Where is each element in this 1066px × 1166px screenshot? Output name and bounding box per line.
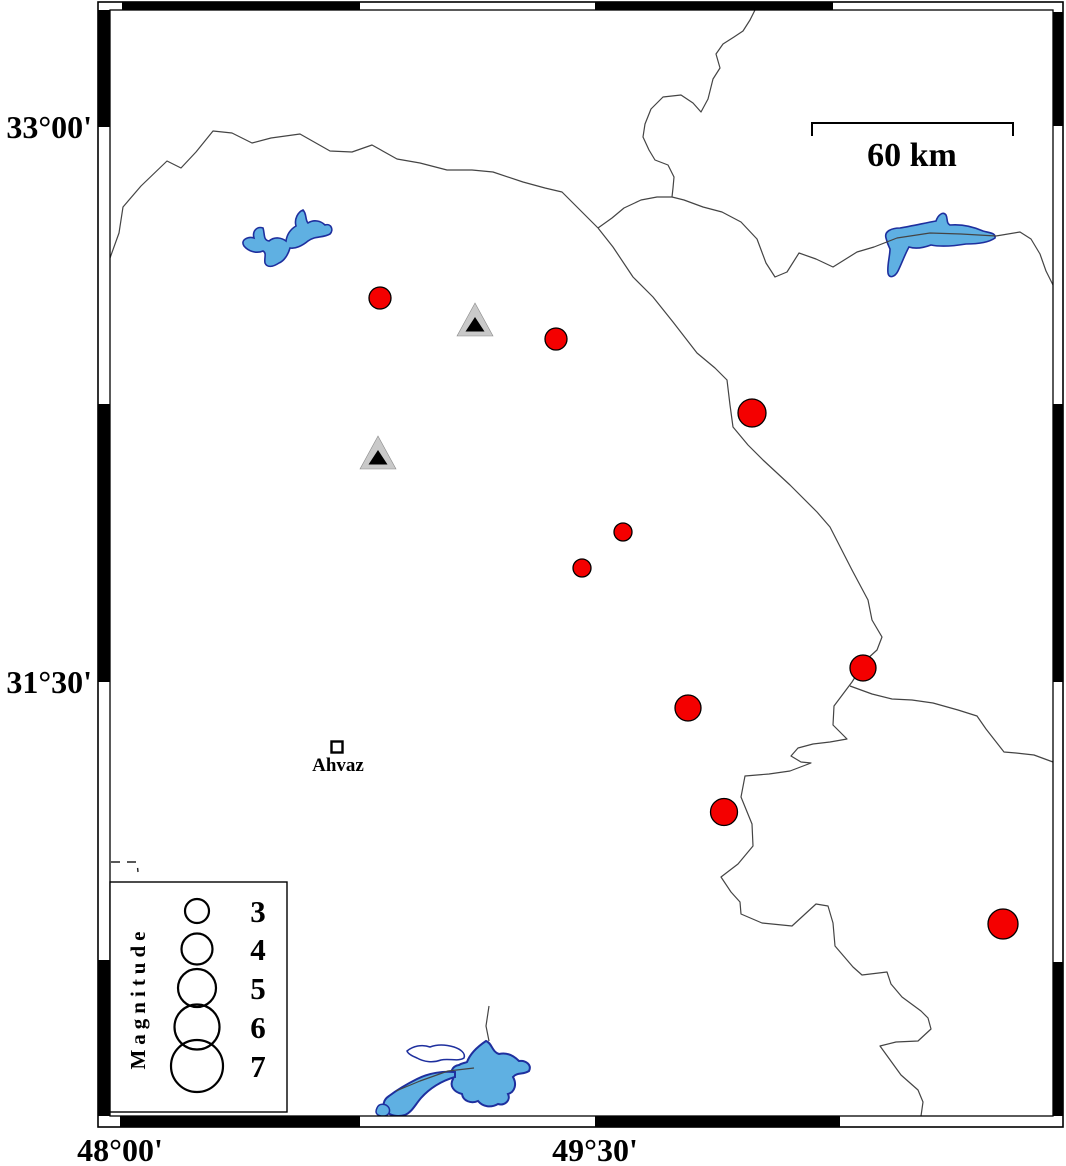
frame-outer-line [97, 1, 1064, 1128]
earthquake-marker [572, 558, 592, 578]
earthquakes-layer [368, 286, 1019, 940]
frame-strip-top [98, 2, 1063, 10]
marsh-channel-ring [406, 1044, 466, 1063]
legend-title: Magnitude [126, 926, 150, 1069]
frame-segment-right [1053, 12, 1063, 126]
frame-segment-left [98, 960, 110, 1116]
legend-magnitude-label-7: 7 [250, 1049, 266, 1084]
scalebar [811, 122, 1014, 136]
legend-box-group [109, 881, 288, 1113]
marsh-speck [375, 1103, 391, 1117]
station-marker-inner [368, 450, 388, 465]
legend-magnitude-label-3: 3 [250, 894, 266, 929]
lakes-layer [242, 209, 996, 1117]
frame-segment-left [98, 10, 110, 127]
city-marker-group [330, 740, 344, 754]
earthquake-marker [368, 286, 392, 310]
lake-northeast [884, 212, 996, 278]
dashed-boundary-line [111, 861, 139, 873]
frame-segment-bottom [595, 1116, 840, 1127]
legend-box [109, 881, 288, 1113]
frame-segment-right [1053, 404, 1063, 682]
earthquake-marker [544, 327, 568, 351]
frame-strip-bottom [98, 1116, 1063, 1127]
lake-northwest [242, 209, 333, 268]
lat-tick-label-31-30: 31°30' [6, 664, 92, 700]
legend-symbol-circle [183, 897, 211, 925]
map-frame [97, 1, 1064, 1128]
legend-symbol-circle [180, 932, 214, 966]
earthquake-marker [613, 522, 633, 542]
city-square-marker [330, 740, 344, 754]
scalebar-label: 60 km [867, 137, 957, 174]
city-label: Ahvaz [312, 755, 364, 776]
legend-symbol-circle [169, 1038, 225, 1094]
frame-segment-bottom [120, 1116, 360, 1127]
lat-tick-label-33-00: 33°00' [6, 109, 92, 145]
river-north-branch [597, 9, 756, 229]
earthquake-marker [849, 654, 877, 682]
scalebar-bracket [811, 122, 1014, 136]
legend-magnitude-label-4: 4 [250, 932, 266, 967]
frame-segment-top [595, 2, 833, 10]
lon-tick-label-49-30: 49°30' [552, 1132, 638, 1166]
frame-segment-left [98, 404, 110, 682]
marsh-crossing-line [395, 1067, 475, 1092]
frame-inner-line [109, 9, 1054, 1117]
river-main-southeast [597, 227, 932, 1117]
frame-segment-top [122, 2, 360, 10]
earthquake-marker [709, 797, 739, 827]
river-east-branch [849, 685, 1054, 763]
earthquake-marker [737, 398, 767, 428]
river-into-marsh [485, 1005, 490, 1042]
stations-layer [359, 302, 494, 470]
legend-magnitude-label-6: 6 [250, 1010, 266, 1045]
station-marker-inner [465, 317, 485, 332]
earthquake-marker [987, 908, 1019, 940]
marsh-tail [382, 1070, 456, 1117]
lon-tick-label-48-00: 48°00' [77, 1132, 163, 1166]
legend-symbol-circle [173, 1003, 221, 1051]
earthquake-marker [674, 694, 702, 722]
marsh-main [450, 1039, 531, 1108]
river-west [109, 130, 599, 259]
rivers-layer [109, 9, 1054, 1117]
legend-magnitude-label-5: 5 [250, 971, 266, 1006]
river-northeast [671, 196, 1054, 286]
legend-symbol-circle [176, 967, 218, 1009]
frame-segment-right [1053, 962, 1063, 1116]
